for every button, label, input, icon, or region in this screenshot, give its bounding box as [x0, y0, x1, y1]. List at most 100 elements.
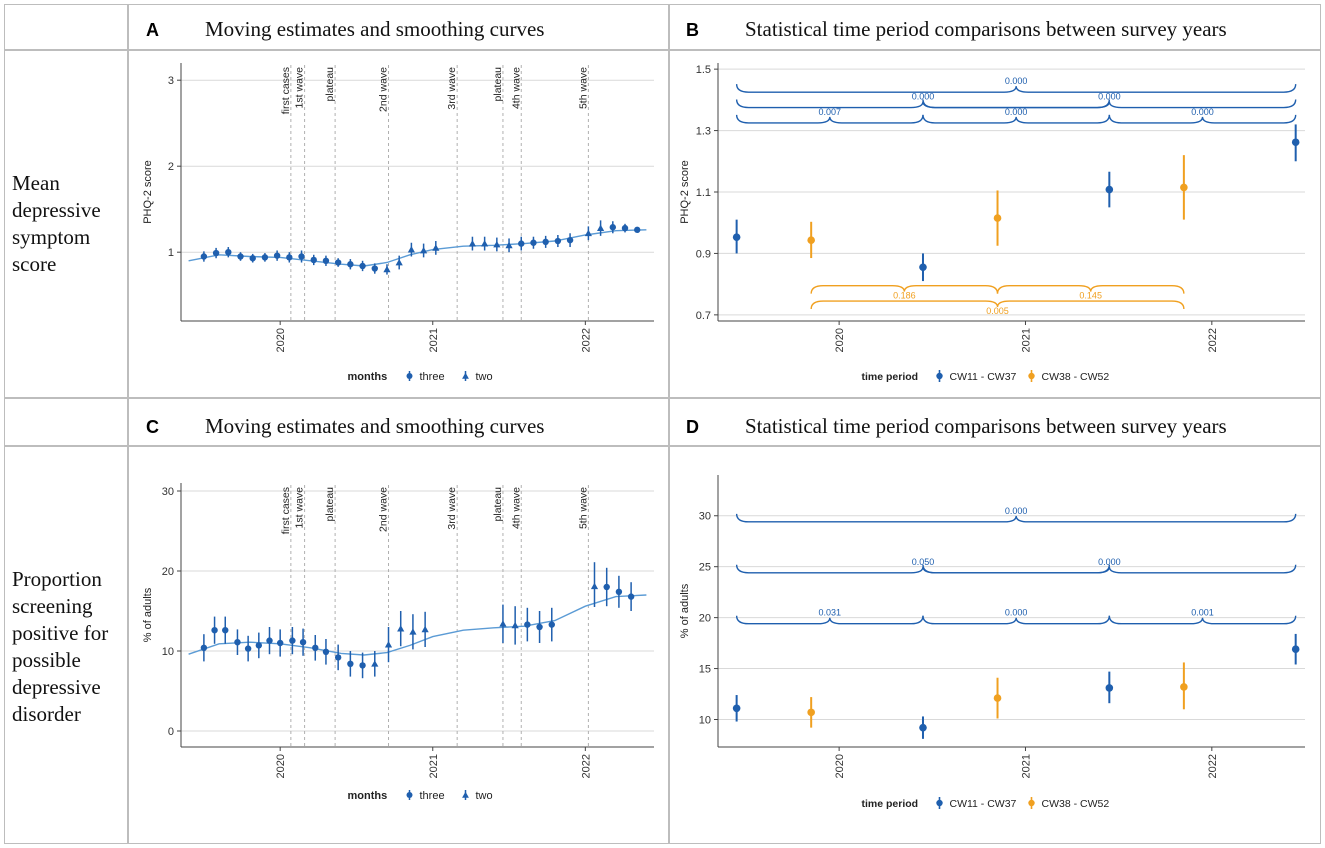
- comparison-brace: [922, 114, 1111, 124]
- row-label-line: symptom: [12, 225, 91, 249]
- y-tick-label: 10: [699, 714, 711, 726]
- estimate-point: [627, 593, 635, 600]
- row-label-line: positive for: [12, 621, 109, 645]
- y-tick-label: 0.7: [696, 310, 711, 322]
- estimate-point: [919, 723, 927, 732]
- estimate-triangle: [407, 246, 415, 253]
- row-label-line: Proportion: [12, 567, 102, 591]
- event-label: 5th wave: [577, 487, 589, 529]
- y-tick-label: 0: [168, 726, 174, 738]
- estimate-point: [542, 238, 549, 246]
- legend-key-circle: [406, 792, 413, 798]
- panel-title-c: Moving estimates and smoothing curves: [205, 414, 545, 438]
- x-tick-label: 2022: [580, 328, 592, 352]
- header-cell-c: [128, 398, 669, 446]
- row-label-line: disorder: [12, 702, 81, 726]
- estimate-triangle: [384, 641, 393, 648]
- estimate-point: [548, 621, 555, 628]
- estimate-point: [518, 240, 525, 247]
- estimate-point: [807, 708, 815, 717]
- p-value-label: 0.000: [912, 92, 935, 102]
- estimate-point: [255, 642, 263, 649]
- event-label: 2nd wave: [378, 67, 390, 112]
- legend-key-circle: [936, 799, 943, 807]
- panel-title-d: Statistical time period comparisons betw…: [745, 414, 1227, 438]
- legend-key-circle: [1028, 799, 1035, 807]
- header-cell-d: [669, 398, 1321, 446]
- plot-cell-d: [669, 446, 1321, 844]
- estimate-point: [732, 704, 741, 713]
- estimate-point: [273, 252, 281, 259]
- estimate-point: [234, 639, 241, 646]
- p-value-label: 0.000: [1098, 557, 1121, 567]
- estimate-point: [286, 254, 293, 261]
- estimate-triangle: [493, 240, 501, 248]
- estimate-point: [634, 226, 641, 234]
- x-tick-label: 2020: [834, 754, 846, 778]
- estimate-point: [536, 623, 543, 631]
- x-tick-label: 2022: [1207, 328, 1219, 352]
- estimate-point: [603, 583, 610, 591]
- y-tick-label: 1.5: [696, 64, 711, 76]
- estimate-point: [359, 262, 366, 270]
- p-value-label: 0.000: [1005, 76, 1028, 86]
- row-label-cell-top: [4, 50, 128, 398]
- p-value-label: 0.007: [819, 107, 842, 117]
- legend-key-circle: [936, 372, 943, 380]
- p-value-label: 0.000: [1005, 506, 1028, 516]
- y-tick-label: 30: [162, 486, 174, 498]
- row-label-line: possible: [12, 648, 81, 672]
- panel-letter-d: D: [686, 417, 699, 437]
- estimate-point: [566, 236, 574, 244]
- header-cell-b: [669, 4, 1321, 50]
- x-tick-label: 2021: [428, 328, 440, 352]
- estimate-triangle: [590, 582, 599, 590]
- estimate-point: [609, 224, 617, 231]
- estimate-point: [1105, 684, 1114, 692]
- estimate-point: [211, 627, 218, 634]
- estimate-triangle: [596, 224, 605, 231]
- legend-label: CW11 - CW37: [950, 371, 1017, 383]
- estimate-point: [289, 637, 296, 644]
- estimate-point: [530, 239, 537, 246]
- estimate-point: [298, 253, 305, 260]
- event-label: first cases: [280, 67, 292, 114]
- estimate-triangle: [432, 244, 440, 251]
- y-axis-title: PHQ-2 score: [142, 160, 154, 224]
- estimate-point: [615, 588, 623, 595]
- p-value-label: 0.000: [1098, 92, 1121, 102]
- legend-key-triangle: [462, 372, 469, 379]
- chart-panel-c: 0 10 20 30 2020 2021 2022 % of adults first case…: [142, 483, 654, 802]
- estimate-point: [312, 644, 319, 651]
- legend-label: CW38 - CW52: [1042, 371, 1110, 383]
- panel-title-a: Moving estimates and smoothing curves: [205, 17, 545, 41]
- estimate-point: [993, 694, 1002, 702]
- estimate-point: [347, 660, 354, 667]
- estimate-triangle: [499, 620, 507, 627]
- x-tick-label: 2022: [580, 754, 592, 778]
- panel-letter-c: C: [146, 417, 159, 437]
- legend-key-triangle: [462, 791, 469, 798]
- y-tick-label: 30: [699, 511, 711, 523]
- estimate-point: [371, 265, 378, 272]
- estimate-triangle: [420, 246, 428, 254]
- event-label: 3rd wave: [446, 487, 458, 530]
- legend-key-circle: [406, 373, 413, 379]
- estimate-point: [993, 214, 1002, 222]
- estimate-triangle: [584, 229, 592, 237]
- legend-title: months: [348, 790, 388, 802]
- legend-label: three: [420, 371, 445, 383]
- event-label: 1st wave: [294, 67, 306, 109]
- estimate-triangle: [397, 625, 405, 632]
- estimate-point: [200, 644, 208, 651]
- estimate-triangle: [421, 625, 429, 633]
- estimate-point: [249, 255, 256, 262]
- y-tick-label: 20: [699, 613, 711, 625]
- legend-label: three: [420, 790, 445, 802]
- estimate-point: [359, 662, 366, 669]
- estimate-point: [310, 256, 317, 264]
- event-label: plateau: [492, 487, 504, 522]
- y-tick-label: 2: [168, 161, 174, 173]
- y-tick-label: 1.1: [696, 187, 711, 199]
- estimate-point: [276, 639, 284, 647]
